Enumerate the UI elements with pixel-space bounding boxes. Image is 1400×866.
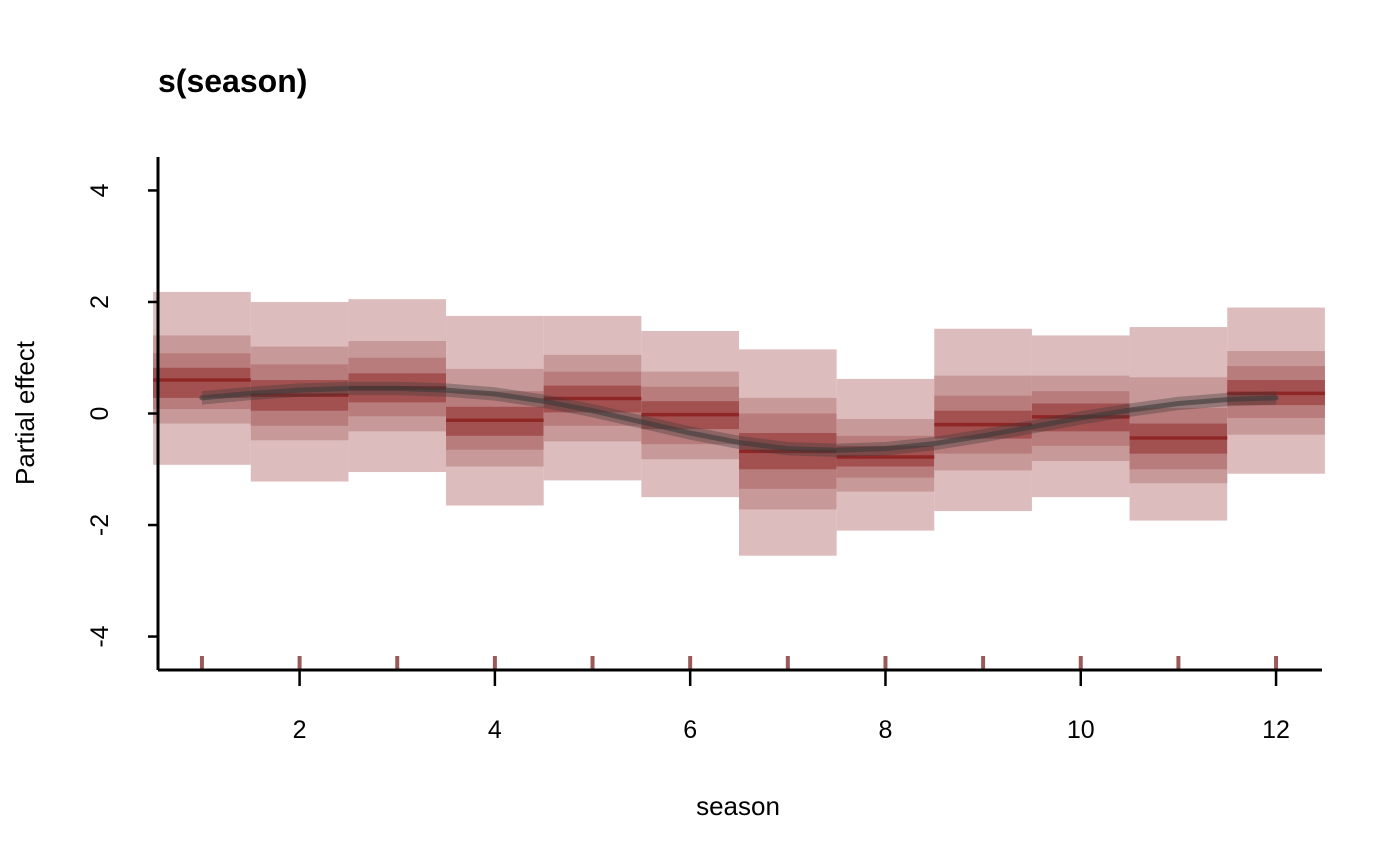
smooth-curve <box>199 381 1279 457</box>
rug-marks <box>199 656 1279 669</box>
x-tick-label: 4 <box>488 716 502 744</box>
x-axis-label: season <box>696 791 780 821</box>
y-tick-label: 2 <box>86 295 114 309</box>
y-tick-label: -2 <box>86 514 114 536</box>
y-tick-label: 0 <box>86 407 114 421</box>
x-ticks: 2 4 6 8 10 12 <box>293 670 1290 744</box>
y-axis-label: Partial effect <box>10 340 40 485</box>
x-tick-label: 12 <box>1262 716 1290 744</box>
smooth-line <box>199 385 1279 453</box>
x-tick-label: 8 <box>879 716 893 744</box>
y-ticks: -4 -2 0 2 4 <box>86 183 158 648</box>
quantile-bands <box>153 291 1325 556</box>
y-tick-label: 4 <box>86 183 114 197</box>
x-tick-label: 2 <box>293 716 307 744</box>
x-tick-label: 6 <box>683 716 697 744</box>
chart-title: s(season) <box>158 63 307 99</box>
y-tick-label: -4 <box>86 625 114 647</box>
x-tick-label: 10 <box>1067 716 1095 744</box>
